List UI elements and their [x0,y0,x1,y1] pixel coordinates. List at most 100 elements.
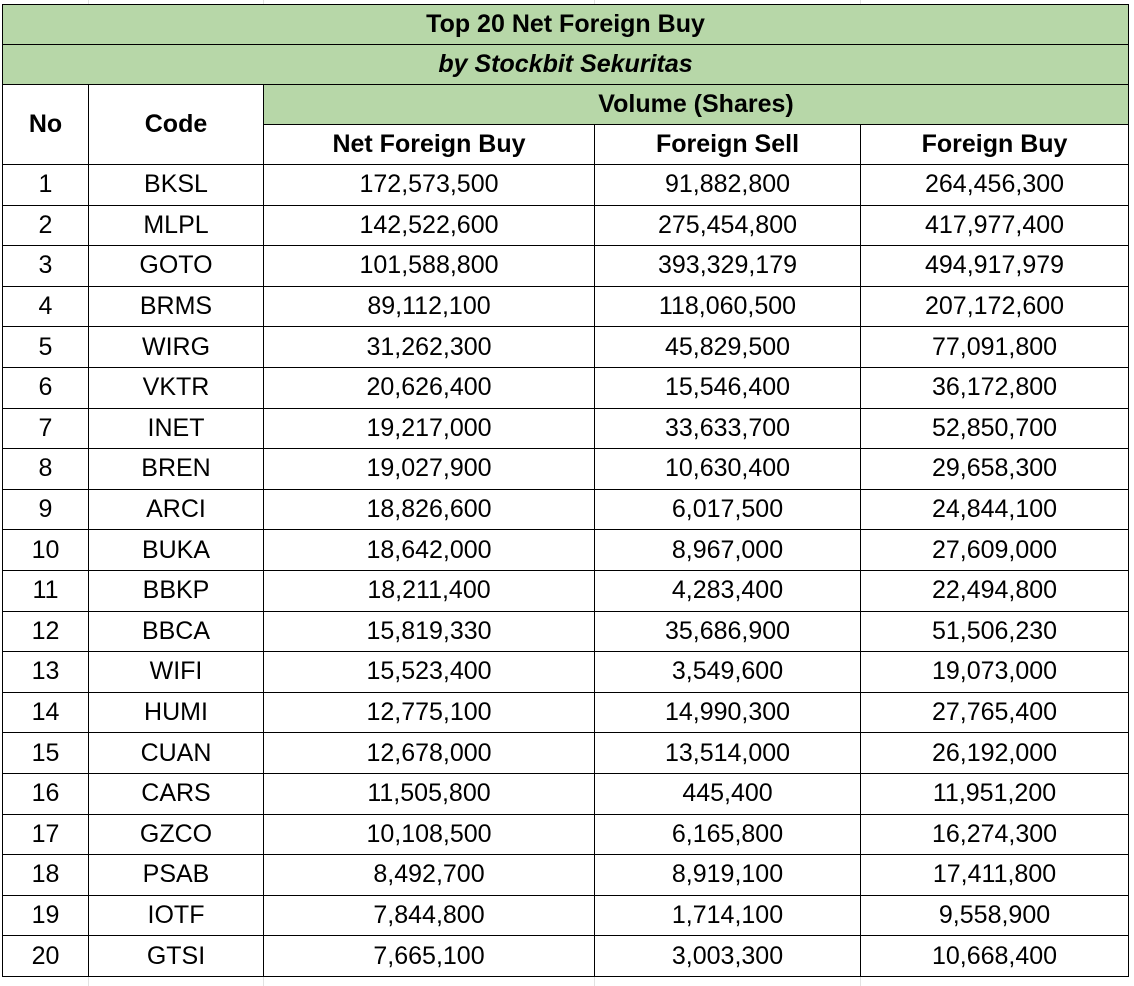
cell-no[interactable]: 17 [2,813,89,856]
cell-foreign-sell[interactable]: 10,630,400 [594,448,861,490]
cell-net-foreign-buy[interactable]: 89,112,100 [263,285,595,328]
cell-code[interactable]: PSAB [88,854,264,896]
cell-foreign-sell[interactable]: 445,400 [594,772,861,815]
header-foreign-buy[interactable]: Foreign Buy [859,124,1130,165]
header-volume[interactable]: Volume (Shares) [262,84,1130,125]
cell-net-foreign-buy[interactable]: 15,819,330 [263,610,595,653]
cell-net-foreign-buy[interactable]: 19,217,000 [263,407,595,450]
cell-code[interactable]: HUMI [88,691,264,734]
cell-no[interactable]: 11 [2,569,89,612]
cell-foreign-buy[interactable]: 27,609,000 [859,529,1130,571]
cell-foreign-sell[interactable]: 45,829,500 [594,326,861,368]
cell-no[interactable]: 19 [2,894,89,937]
cell-foreign-buy[interactable]: 51,506,230 [859,610,1130,653]
cell-foreign-buy[interactable]: 29,658,300 [859,448,1130,490]
cell-foreign-buy[interactable]: 417,977,400 [859,204,1130,247]
cell-foreign-sell[interactable]: 91,882,800 [594,164,861,206]
cell-foreign-buy[interactable]: 11,951,200 [859,772,1130,815]
cell-code[interactable]: ARCI [88,488,264,531]
cell-no[interactable]: 16 [2,772,89,815]
cell-no[interactable]: 7 [2,407,89,450]
cell-foreign-sell[interactable]: 35,686,900 [594,610,861,653]
cell-code[interactable]: BBCA [88,610,264,653]
cell-code[interactable]: VKTR [88,366,264,409]
cell-code[interactable]: MLPL [88,204,264,247]
cell-code[interactable]: WIFI [88,651,264,693]
cell-foreign-sell[interactable]: 1,714,100 [594,894,861,937]
cell-no[interactable]: 8 [2,448,89,490]
table-subtitle[interactable]: by Stockbit Sekuritas [1,44,1130,85]
cell-foreign-buy[interactable]: 494,917,979 [859,245,1130,287]
cell-net-foreign-buy[interactable]: 31,262,300 [263,326,595,368]
cell-foreign-buy[interactable]: 52,850,700 [859,407,1130,450]
cell-foreign-sell[interactable]: 8,967,000 [594,529,861,571]
cell-foreign-sell[interactable]: 4,283,400 [594,569,861,612]
cell-no[interactable]: 6 [2,366,89,409]
cell-code[interactable]: WIRG [88,326,264,368]
cell-code[interactable]: GTSI [88,935,264,977]
cell-code[interactable]: BUKA [88,529,264,571]
cell-no[interactable]: 3 [2,245,89,287]
cell-net-foreign-buy[interactable]: 12,775,100 [263,691,595,734]
cell-foreign-buy[interactable]: 10,668,400 [859,935,1130,977]
header-foreign-sell[interactable]: Foreign Sell [594,124,861,165]
cell-foreign-buy[interactable]: 19,073,000 [859,651,1130,693]
cell-net-foreign-buy[interactable]: 18,642,000 [263,529,595,571]
cell-code[interactable]: BRMS [88,285,264,328]
cell-no[interactable]: 9 [2,488,89,531]
cell-foreign-sell[interactable]: 393,329,179 [594,245,861,287]
cell-code[interactable]: GOTO [88,245,264,287]
cell-code[interactable]: CARS [88,772,264,815]
cell-net-foreign-buy[interactable]: 7,844,800 [263,894,595,937]
header-code[interactable]: Code [88,84,264,165]
cell-code[interactable]: CUAN [88,732,264,774]
cell-foreign-sell[interactable]: 14,990,300 [594,691,861,734]
cell-net-foreign-buy[interactable]: 18,826,600 [263,488,595,531]
cell-foreign-sell[interactable]: 6,017,500 [594,488,861,531]
cell-foreign-sell[interactable]: 6,165,800 [594,813,861,856]
cell-foreign-sell[interactable]: 13,514,000 [594,732,861,774]
header-no[interactable]: No [2,84,89,165]
cell-net-foreign-buy[interactable]: 20,626,400 [263,366,595,409]
cell-foreign-buy[interactable]: 22,494,800 [859,569,1130,612]
cell-net-foreign-buy[interactable]: 19,027,900 [263,448,595,490]
cell-foreign-sell[interactable]: 3,549,600 [594,651,861,693]
cell-code[interactable]: BREN [88,448,264,490]
cell-foreign-buy[interactable]: 27,765,400 [859,691,1130,734]
cell-no[interactable]: 5 [2,326,89,368]
cell-foreign-buy[interactable]: 207,172,600 [859,285,1130,328]
cell-foreign-sell[interactable]: 15,546,400 [594,366,861,409]
cell-code[interactable]: GZCO [88,813,264,856]
cell-no[interactable]: 14 [2,691,89,734]
cell-no[interactable]: 15 [2,732,89,774]
cell-foreign-buy[interactable]: 36,172,800 [859,366,1130,409]
header-net-foreign-buy[interactable]: Net Foreign Buy [263,124,595,165]
cell-net-foreign-buy[interactable]: 18,211,400 [263,569,595,612]
cell-foreign-buy[interactable]: 26,192,000 [859,732,1130,774]
cell-no[interactable]: 12 [2,610,89,653]
cell-code[interactable]: IOTF [88,894,264,937]
cell-no[interactable]: 4 [2,285,89,328]
cell-foreign-buy[interactable]: 16,274,300 [859,813,1130,856]
cell-net-foreign-buy[interactable]: 10,108,500 [263,813,595,856]
cell-no[interactable]: 20 [2,935,89,977]
table-title[interactable]: Top 20 Net Foreign Buy [1,4,1130,45]
cell-code[interactable]: BKSL [88,164,264,206]
cell-no[interactable]: 2 [2,204,89,247]
cell-code[interactable]: BBKP [88,569,264,612]
cell-foreign-buy[interactable]: 9,558,900 [859,894,1130,937]
cell-net-foreign-buy[interactable]: 11,505,800 [263,772,595,815]
cell-net-foreign-buy[interactable]: 8,492,700 [263,854,595,896]
cell-net-foreign-buy[interactable]: 15,523,400 [263,651,595,693]
cell-foreign-sell[interactable]: 275,454,800 [594,204,861,247]
cell-net-foreign-buy[interactable]: 101,588,800 [263,245,595,287]
cell-foreign-buy[interactable]: 264,456,300 [859,164,1130,206]
cell-foreign-sell[interactable]: 3,003,300 [594,935,861,977]
cell-net-foreign-buy[interactable]: 12,678,000 [263,732,595,774]
cell-no[interactable]: 18 [2,854,89,896]
cell-foreign-sell[interactable]: 118,060,500 [594,285,861,328]
cell-code[interactable]: INET [88,407,264,450]
cell-net-foreign-buy[interactable]: 142,522,600 [263,204,595,247]
cell-foreign-buy[interactable]: 77,091,800 [859,326,1130,368]
cell-foreign-buy[interactable]: 17,411,800 [859,854,1130,896]
